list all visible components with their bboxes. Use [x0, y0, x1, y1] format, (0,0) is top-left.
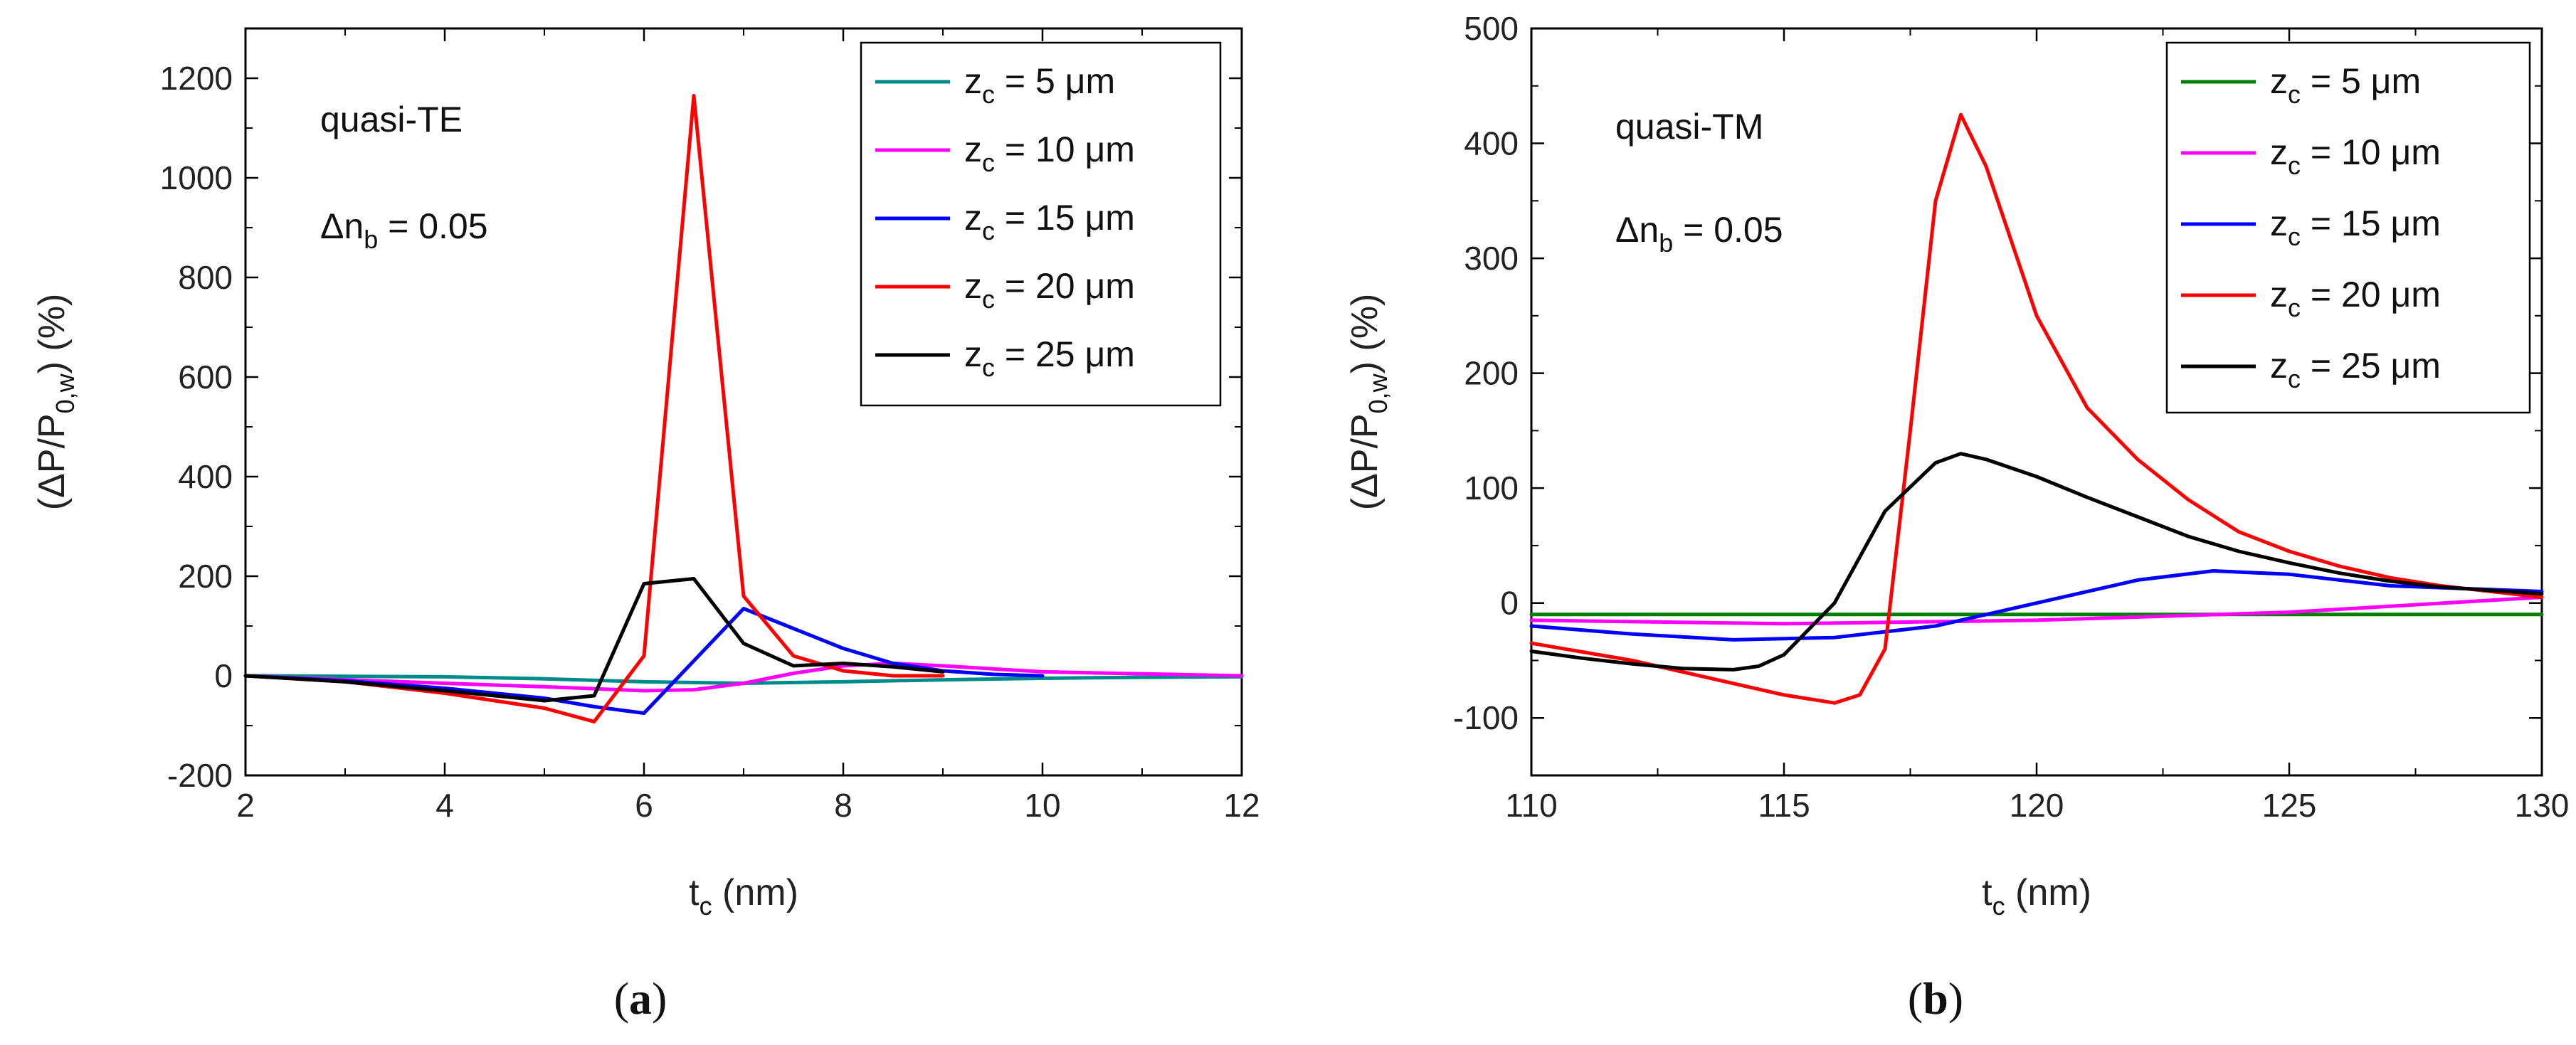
panel-b-series-line-3 [1529, 569, 2544, 642]
panel-b-legend-label: zc = 10 μm [2270, 132, 2441, 180]
panel-a-series-line-4 [243, 94, 945, 723]
panel-a-frame [244, 27, 1243, 777]
panel-a-xtick-label: 12 [1223, 787, 1260, 824]
panel-b-legend-label: zc = 25 μm [2270, 346, 2441, 393]
panel-b-series [1529, 112, 2544, 705]
panel-b-caption: (b) [1908, 973, 1963, 1024]
panel-a-series-line-5 [243, 577, 945, 703]
panel-b-ytick-label: 0 [1500, 585, 1519, 622]
panel-a-legend-label: zc = 25 μm [964, 334, 1135, 382]
panel-b-mode-label: quasi-TM [1615, 107, 1763, 147]
panel-b-ticks: 110 115 120 125 130 -100 0 100 200 300 400 500 [1453, 10, 2569, 824]
panel-a-legend-items: zc = 5 μm zc = 10 μm zc = 15 μm zc = 20 μm z… [875, 61, 1135, 382]
panel-a-legend: zc = 5 μm zc = 10 μm zc = 15 μm zc = 20 μm z… [860, 41, 1222, 407]
panel-b-xtick-label: 120 [2010, 787, 2064, 824]
panel-a-xtick-label: 4 [436, 787, 454, 824]
panel-b-series-line-2 [1529, 595, 2544, 626]
panel-a-ytick-label: 600 [178, 359, 233, 396]
panel-b-legend-items: zc = 5 μm zc = 10 μm zc = 15 μm zc = 20 μm z… [2181, 61, 2441, 393]
panel-a-ytick-label: 200 [178, 558, 233, 595]
panel-b-plot-area [1529, 27, 2544, 777]
panel-a-xlabel: tc (nm) [689, 872, 798, 921]
panel-a-mode-label: quasi-TE [320, 100, 463, 139]
panel-a-ylabel: (ΔP/P0,w) (%) [31, 294, 80, 511]
panel-b-ytick-label: 300 [1464, 240, 1519, 277]
panel-a: 2 4 6 8 10 12 -200 0 200 400 600 800 1000 1200 quasi-… [31, 27, 1260, 1024]
panel-b-series-line-4 [1529, 112, 2544, 705]
panel-b-legend: zc = 5 μm zc = 10 μm zc = 15 μm zc = 20 μm z… [2165, 41, 2531, 414]
panel-a-ytick-label: 800 [178, 259, 233, 296]
panel-a-xtick-label: 10 [1024, 787, 1060, 824]
panel-b-series-line-5 [1529, 452, 2544, 672]
panel-a-legend-label: zc = 20 μm [964, 266, 1135, 314]
panel-a-legend-label: zc = 5 μm [964, 61, 1115, 109]
panel-a-xtick-label: 8 [834, 787, 852, 824]
panel-a-ytick-label: 1000 [160, 159, 233, 196]
panel-b-xtick-label: 125 [2262, 787, 2317, 824]
panel-a-series [243, 94, 1244, 723]
panel-a-legend-label: zc = 15 μm [964, 198, 1135, 245]
panel-a-xtick-label: 2 [236, 787, 255, 824]
panel-b-legend-box [2165, 41, 2531, 414]
panel-a-delta-label: Δnb = 0.05 [320, 206, 488, 254]
panel-a-series-line-2 [243, 662, 1244, 693]
panel-a-ytick-label: -200 [167, 757, 233, 794]
panel-b-xtick-label: 110 [1505, 787, 1557, 824]
panel-b: 110 115 120 125 130 -100 0 100 200 300 400 500 quas… [1344, 10, 2569, 1024]
panel-b-legend-label: zc = 15 μm [2270, 203, 2441, 251]
panel-b-ytick-label: 500 [1464, 10, 1519, 47]
panel-b-ylabel: (ΔP/P0,w) (%) [1344, 294, 1393, 511]
panel-a-legend-label: zc = 10 μm [964, 129, 1135, 177]
panel-b-delta-label: Δnb = 0.05 [1615, 210, 1783, 258]
panel-b-ytick-label: 200 [1464, 355, 1519, 392]
panel-b-legend-label: zc = 20 μm [2270, 275, 2441, 322]
panel-a-ytick-label: 400 [178, 458, 233, 495]
panel-a-plot-area [243, 27, 1244, 777]
panel-b-frame [1530, 27, 2543, 777]
panel-b-legend-label: zc = 5 μm [2270, 61, 2421, 109]
panel-a-legend-box [860, 41, 1222, 407]
panel-b-ytick-label: 100 [1464, 470, 1519, 506]
panel-a-ytick-label: 1200 [160, 60, 233, 97]
panel-b-ytick-label: -100 [1453, 699, 1519, 736]
panel-b-ytick-label: 400 [1464, 125, 1519, 162]
panel-a-caption: (a) [614, 973, 667, 1024]
panel-a-ytick-label: 0 [214, 657, 233, 694]
panel-a-series-line-1 [243, 674, 1244, 685]
panel-b-xtick-label: 115 [1758, 787, 1810, 824]
panel-b-xlabel: tc (nm) [1982, 872, 2091, 921]
panel-b-xtick-label: 130 [2515, 787, 2570, 824]
panel-a-xtick-label: 6 [635, 787, 653, 824]
panel-a-ticks: 2 4 6 8 10 12 -200 0 200 400 600 800 1000 1200 [160, 28, 1260, 824]
